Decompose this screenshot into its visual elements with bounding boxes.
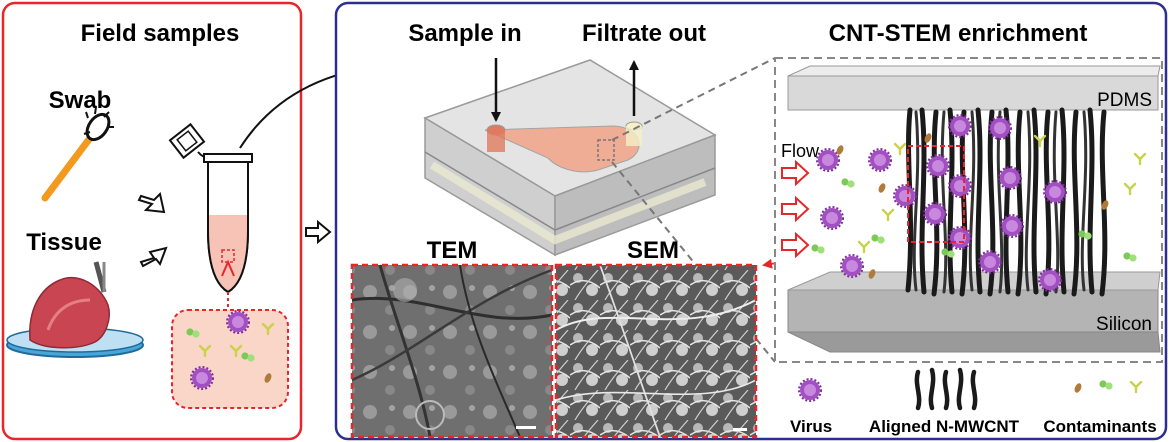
sem-image bbox=[554, 263, 758, 439]
tissue-dish-icon bbox=[6, 261, 144, 358]
enrichment-title: CNT-STEM enrichment bbox=[829, 20, 1088, 47]
legend-virus-label: Virus bbox=[790, 417, 832, 436]
swab-label: Swab bbox=[49, 87, 112, 114]
zoom-line-top bbox=[611, 57, 776, 141]
legend-cnt-label: Aligned N-MWCNT bbox=[869, 417, 1020, 436]
pdms-label: PDMS bbox=[1097, 90, 1152, 111]
swab-icon bbox=[41, 106, 114, 202]
sample-in-label: Sample in bbox=[408, 20, 521, 47]
microfluidic-chip bbox=[423, 59, 717, 257]
tissue-label: Tissue bbox=[26, 229, 102, 256]
tem-label: TEM bbox=[427, 237, 478, 264]
pdms-layer bbox=[787, 65, 1161, 111]
flow-arrow-1 bbox=[781, 159, 810, 187]
sample-tube-icon bbox=[168, 122, 253, 312]
flow-arrow-3 bbox=[781, 231, 810, 259]
legend-cnt-icon bbox=[914, 367, 978, 411]
swab-to-tube-arrow bbox=[137, 192, 166, 214]
tem-image bbox=[350, 263, 554, 439]
silicon-layer bbox=[787, 271, 1161, 353]
tissue-to-tube-arrow bbox=[139, 246, 168, 268]
legend-contaminants-label: Contaminants bbox=[1043, 417, 1156, 436]
sample-zoom-bubble bbox=[171, 309, 289, 409]
field-samples-title: Field samples bbox=[81, 20, 240, 47]
cnt-zoom-box bbox=[907, 145, 965, 243]
flow-arrow-2 bbox=[781, 195, 810, 223]
filtrate-out-label: Filtrate out bbox=[582, 20, 706, 47]
silicon-label: Silicon bbox=[1096, 314, 1152, 335]
sem-label: SEM bbox=[627, 237, 679, 264]
panel-transfer-arrow bbox=[305, 219, 332, 245]
flow-label: Flow bbox=[781, 141, 820, 161]
